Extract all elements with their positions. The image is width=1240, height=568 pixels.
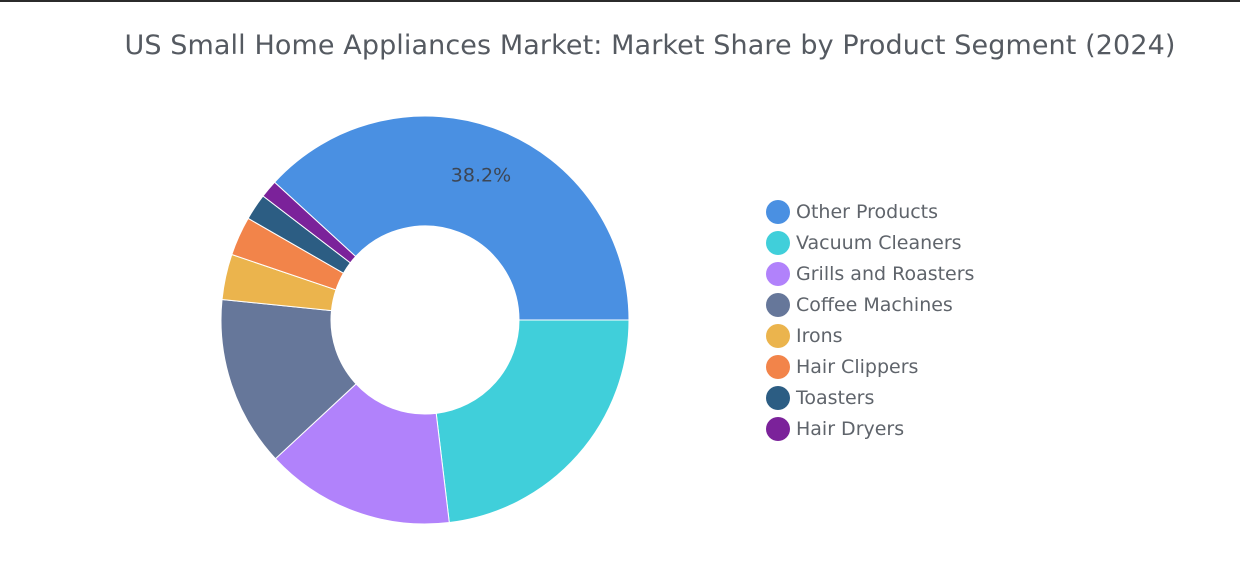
legend-swatch-icon xyxy=(766,385,790,410)
legend-swatch-icon xyxy=(766,323,790,348)
legend-swatch-icon xyxy=(766,230,790,255)
legend-item-hair-dryers[interactable]: Hair Dryers xyxy=(766,413,974,444)
legend-item-vacuum-cleaners[interactable]: Vacuum Cleaners xyxy=(766,227,974,258)
slice-coffee-machines[interactable] xyxy=(220,298,357,460)
legend-item-grills-and-roasters[interactable]: Grills and Roasters xyxy=(766,258,974,289)
chart-legend: Other Products Vacuum Cleaners Grills and … xyxy=(766,196,974,444)
legend-label: Coffee Machines xyxy=(796,293,953,316)
legend-swatch-icon xyxy=(766,416,790,441)
slice-other-products[interactable] xyxy=(273,115,630,321)
slice-hair-dryers[interactable] xyxy=(262,181,357,264)
legend-item-toasters[interactable]: Toasters xyxy=(766,382,974,413)
legend-label: Irons xyxy=(796,324,843,347)
chart-title: US Small Home Appliances Market: Market … xyxy=(124,30,1176,61)
legend-label: Toasters xyxy=(796,386,875,409)
slice-vacuum-cleaners[interactable] xyxy=(435,319,630,524)
legend-label: Vacuum Cleaners xyxy=(796,231,962,254)
legend-label: Hair Clippers xyxy=(796,355,919,378)
legend-swatch-icon xyxy=(766,354,790,379)
legend-swatch-icon xyxy=(766,199,790,224)
legend-label: Grills and Roasters xyxy=(796,262,975,285)
legend-item-hair-clippers[interactable]: Hair Clippers xyxy=(766,351,974,382)
top-border xyxy=(0,0,1240,2)
legend-label: Hair Dryers xyxy=(796,417,905,440)
data-label-other-products: 38.2% xyxy=(451,164,511,186)
legend-label: Other Products xyxy=(796,200,939,223)
legend-swatch-icon xyxy=(766,261,790,286)
legend-item-irons[interactable]: Irons xyxy=(766,320,974,351)
legend-item-other-products[interactable]: Other Products xyxy=(766,196,974,227)
legend-swatch-icon xyxy=(766,292,790,317)
legend-item-coffee-machines[interactable]: Coffee Machines xyxy=(766,289,974,320)
